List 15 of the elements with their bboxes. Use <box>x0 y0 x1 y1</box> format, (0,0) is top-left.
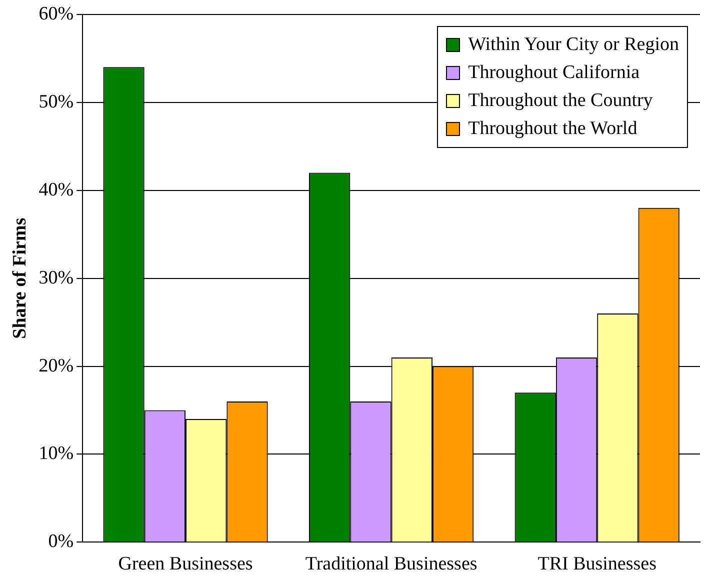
y-tick-label: 0% <box>48 531 74 552</box>
x-tick-label: Green Businesses <box>118 554 253 575</box>
legend-label: Throughout California <box>468 61 640 86</box>
y-tick-label: 10% <box>38 443 74 464</box>
legend-label: Throughout the Country <box>468 89 653 114</box>
x-tick-label: TRI Businesses <box>538 554 656 575</box>
y-tick-label: 60% <box>38 3 74 24</box>
y-tick-label: 40% <box>38 179 74 200</box>
legend-label: Throughout the World <box>468 117 638 142</box>
x-tick-label: Traditional Businesses <box>305 554 478 575</box>
y-tick-label: 20% <box>38 355 74 376</box>
y-axis-title: Share of Firms <box>9 218 30 339</box>
y-tick-label: 50% <box>38 91 74 112</box>
legend-label: Within Your City or Region <box>468 33 679 58</box>
y-tick-label: 30% <box>38 267 74 288</box>
